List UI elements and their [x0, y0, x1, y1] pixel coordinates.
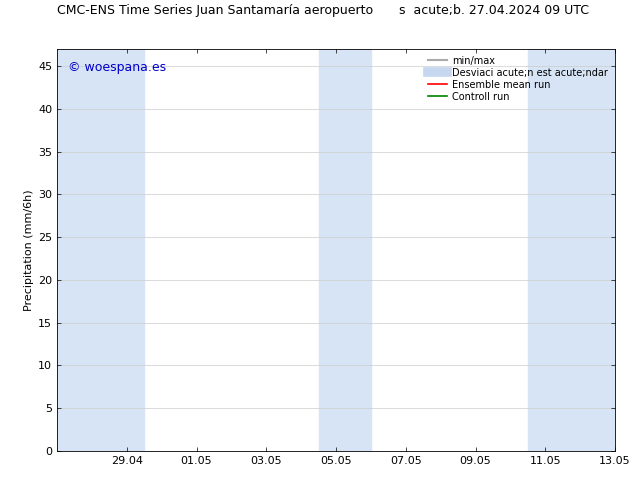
Bar — [528, 49, 615, 451]
Y-axis label: Precipitation (mm/6h): Precipitation (mm/6h) — [24, 189, 34, 311]
Bar — [319, 49, 371, 451]
Legend: min/max, Desviaci acute;n est acute;ndar, Ensemble mean run, Controll run: min/max, Desviaci acute;n est acute;ndar… — [426, 54, 610, 103]
Bar — [57, 49, 145, 451]
Text: CMC-ENS Time Series Juan Santamaría aeropuerto: CMC-ENS Time Series Juan Santamaría aero… — [57, 4, 373, 17]
Text: s  acute;b. 27.04.2024 09 UTC: s acute;b. 27.04.2024 09 UTC — [399, 4, 590, 17]
Text: © woespana.es: © woespana.es — [68, 61, 166, 74]
